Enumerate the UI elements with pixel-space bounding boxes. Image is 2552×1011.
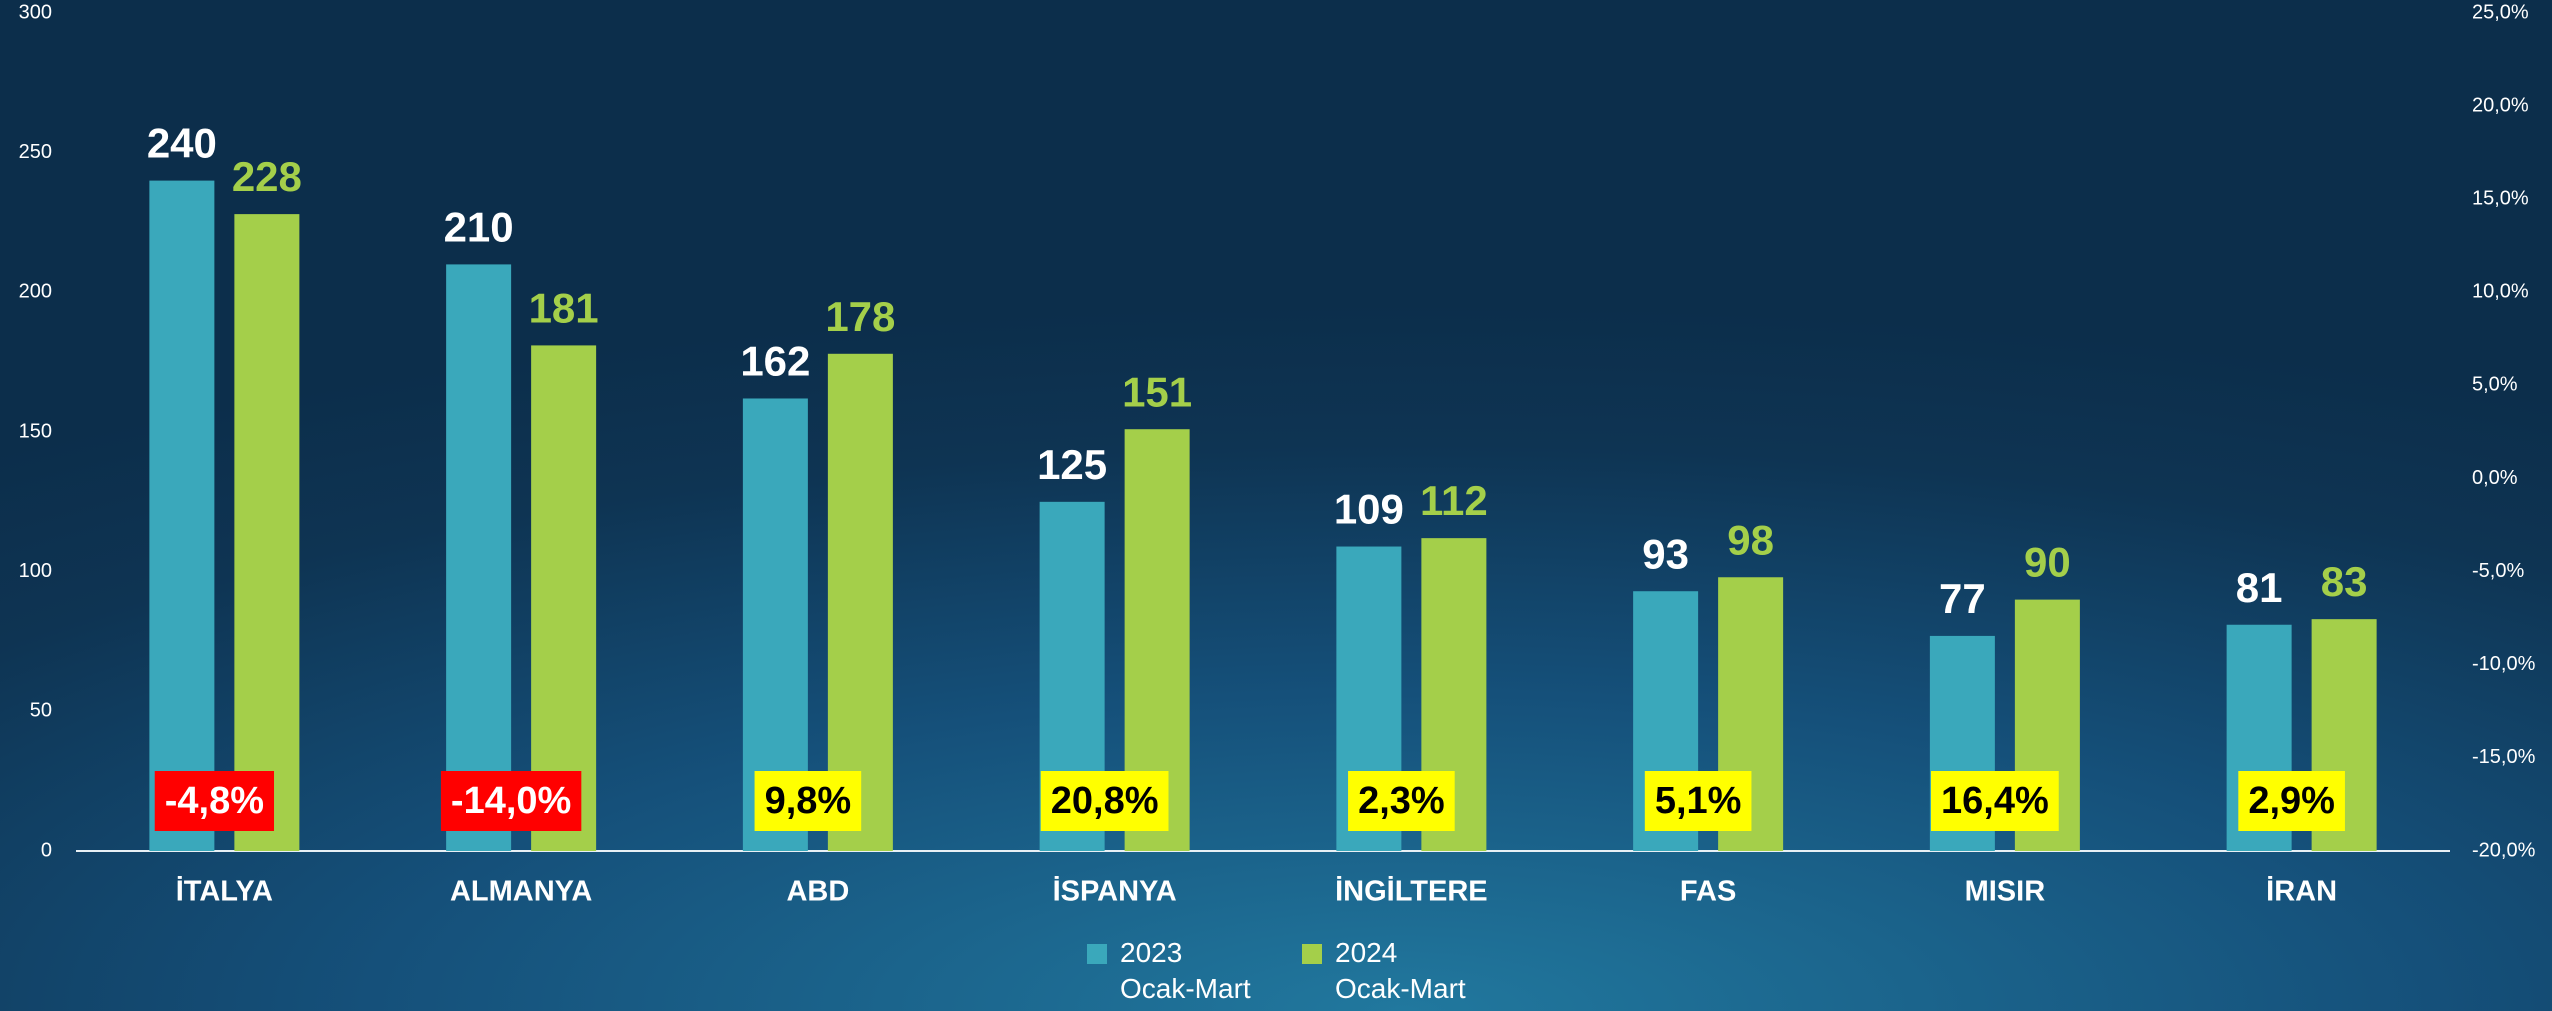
y-tick-label: 250 — [19, 141, 52, 163]
y-tick-label: 300 — [19, 1, 52, 23]
x-tick-label: FAS — [1680, 876, 1736, 908]
y2-tick-label: -20,0% — [2472, 839, 2536, 861]
bar — [827, 353, 893, 851]
y2-tick-label: -15,0% — [2472, 746, 2536, 768]
x-tick-label: ALMANYA — [450, 876, 592, 908]
bar — [531, 345, 597, 851]
change-box — [154, 771, 275, 831]
change-badge: 5,1% — [1644, 771, 1752, 831]
change-label: 2,3% — [1358, 780, 1445, 822]
x-tick-label: İNGİLTERE — [1335, 876, 1488, 908]
y-tick-label: 200 — [19, 281, 52, 303]
y2-tick-label: 10,0% — [2472, 281, 2529, 303]
change-label: -14,0% — [451, 780, 571, 822]
value-label: 151 — [1122, 368, 1192, 415]
value-label: 109 — [1334, 486, 1404, 533]
y-tick-label: 50 — [30, 700, 52, 722]
change-box — [440, 771, 582, 831]
value-label: 83 — [2321, 558, 2368, 605]
change-label: 2,9% — [2248, 780, 2335, 822]
y-tick-label: 100 — [19, 560, 52, 582]
bar — [234, 214, 300, 851]
legend-label: 2024 Ocak-Mart — [1335, 937, 1466, 1004]
y-tick-label: 0 — [41, 839, 52, 861]
change-box — [2238, 771, 2345, 831]
value-label: 125 — [1037, 441, 1107, 488]
value-label: 181 — [529, 285, 599, 332]
value-label: 77 — [1939, 575, 1986, 622]
change-label: 20,8% — [1051, 780, 1159, 822]
x-tick-label: ABD — [786, 876, 849, 908]
change-badge: -14,0% — [440, 771, 582, 831]
change-box — [1348, 771, 1455, 831]
change-badge: -4,8% — [154, 771, 275, 831]
value-label: 178 — [825, 293, 895, 340]
y2-tick-label: 20,0% — [2472, 94, 2529, 116]
y2-tick-label: 0,0% — [2472, 467, 2518, 489]
y2-tick-label: -5,0% — [2472, 560, 2524, 582]
bar — [446, 264, 512, 851]
chart: 0 50 100 150 200 250 300 -20,0% -15,0% -10,0% -5,0… — [19, 1, 2536, 908]
change-badge: 16,4% — [1931, 771, 2059, 831]
x-tick-label: İRAN — [2266, 876, 2337, 908]
legend: 2023 Ocak-Mart 2024 Ocak-Mart — [0, 935, 2552, 1011]
change-label: -4,8% — [165, 780, 264, 822]
change-badge: 20,8% — [1040, 771, 1169, 831]
value-label: 240 — [147, 120, 217, 167]
y2-tick-label: -10,0% — [2472, 653, 2536, 675]
value-label: 162 — [740, 338, 810, 385]
x-tick-label: MISIR — [1965, 876, 2046, 908]
change-label: 16,4% — [1941, 780, 2049, 822]
change-box — [1644, 771, 1752, 831]
change-box — [1040, 771, 1169, 831]
change-box — [1931, 771, 2059, 831]
y-tick-label: 150 — [19, 420, 52, 442]
change-box — [754, 771, 862, 831]
change-badge: 9,8% — [754, 771, 862, 831]
y2-tick-label: 5,0% — [2472, 374, 2518, 396]
x-tick-label: İSPANYA — [1053, 876, 1177, 908]
bar — [149, 180, 215, 852]
y2-tick-label: 25,0% — [2472, 1, 2529, 23]
change-badge: 2,9% — [2238, 771, 2345, 831]
value-label: 210 — [444, 203, 514, 250]
legend-swatch — [1302, 944, 1322, 964]
value-label: 90 — [2024, 539, 2071, 586]
value-label: 112 — [1420, 477, 1488, 524]
change-label: 5,1% — [1655, 780, 1742, 822]
x-tick-label: İTALYA — [176, 876, 273, 908]
value-label: 98 — [1727, 516, 1774, 563]
legend-label: 2023 Ocak-Mart — [1120, 937, 1251, 1004]
value-label: 228 — [232, 153, 302, 200]
change-badge: 2,3% — [1348, 771, 1455, 831]
value-label: 81 — [2236, 564, 2283, 611]
value-label: 93 — [1642, 530, 1689, 577]
legend-swatch — [1087, 944, 1107, 964]
y2-tick-label: 15,0% — [2472, 188, 2529, 210]
change-label: 9,8% — [765, 780, 852, 822]
